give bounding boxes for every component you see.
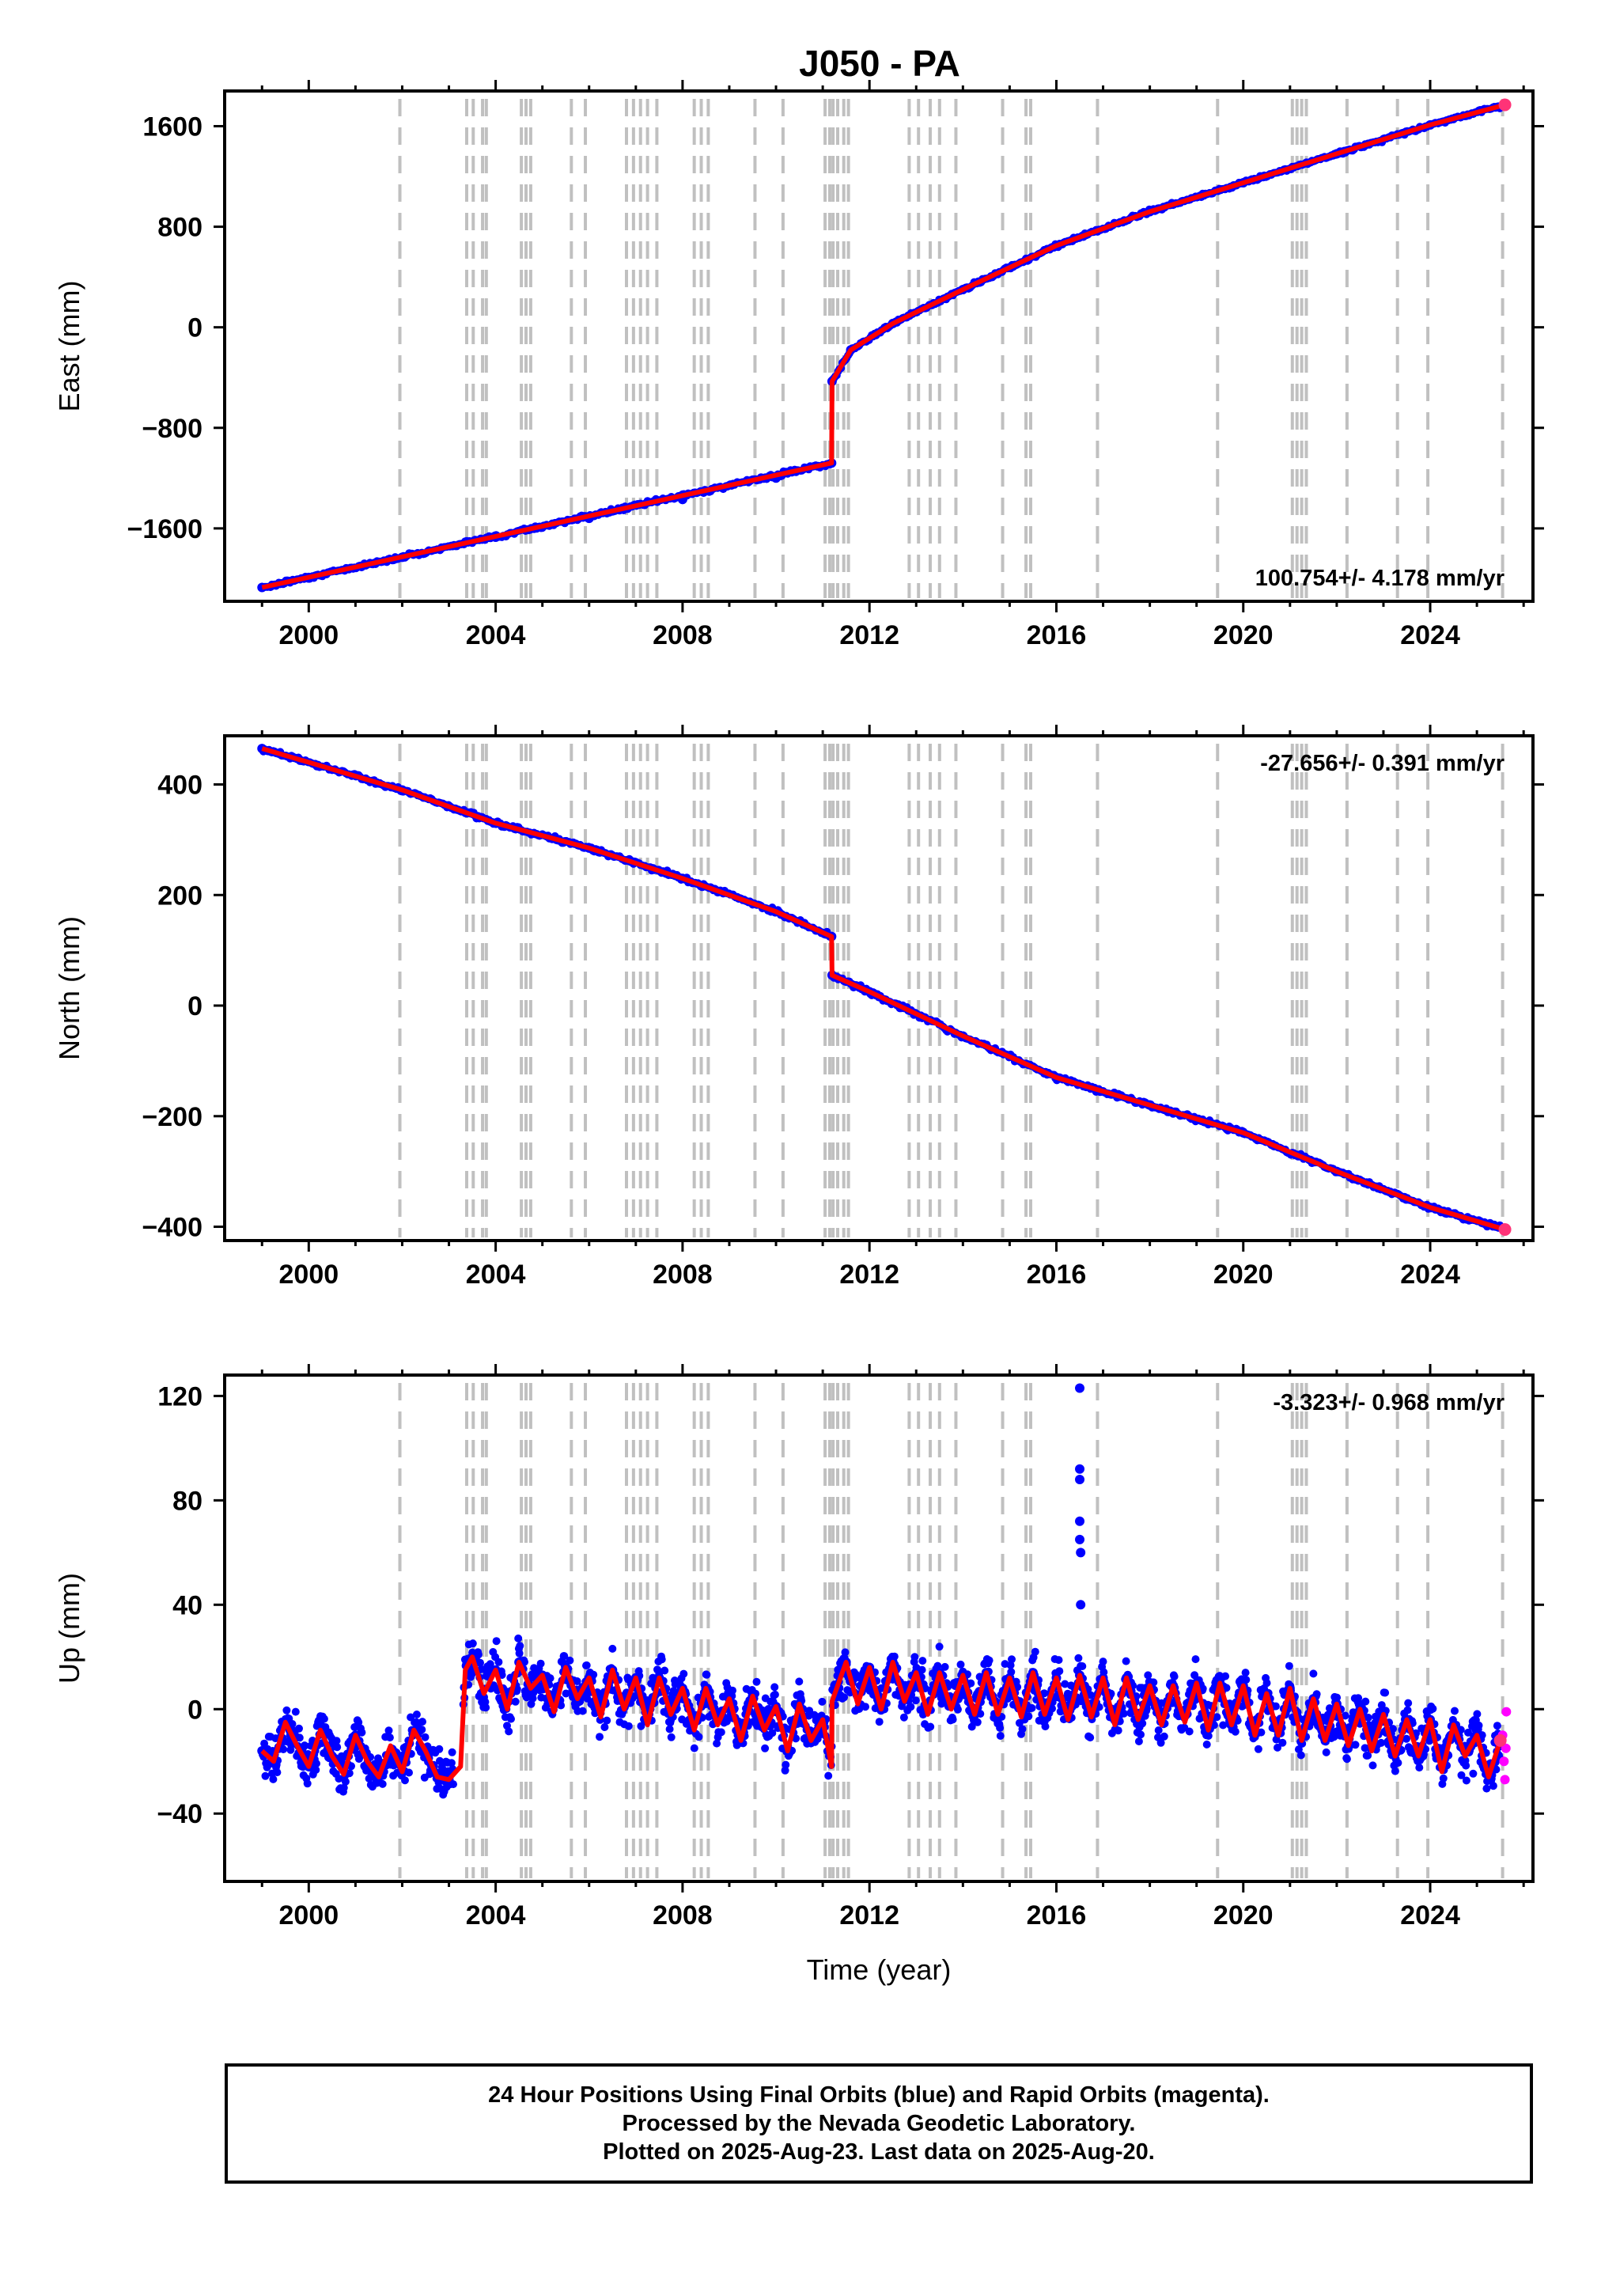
- x-tick-label: 2016: [1027, 1900, 1087, 1930]
- x-tick-label: 2012: [839, 1260, 899, 1290]
- y-tick-label: 120: [157, 1381, 202, 1411]
- plot-frame: [223, 734, 1535, 1242]
- rapid-orbits-point: [1501, 1743, 1511, 1753]
- y-tick-label: −800: [142, 414, 202, 444]
- final-orbits-points: [258, 100, 1508, 592]
- panel-north: 2000 2004 2008 2012 2016 2020 2024 −400 −200 0 200…: [53, 725, 1544, 1290]
- x-tick-label: 2008: [653, 1260, 713, 1290]
- outlier-point: [1075, 1474, 1085, 1484]
- plot-area: [257, 98, 1512, 593]
- x-tick-label: 2016: [1027, 1260, 1087, 1290]
- outlier-point: [1076, 1600, 1086, 1610]
- x-tick-label: 2000: [279, 1900, 339, 1930]
- plot-frame: [223, 89, 1535, 603]
- x-tick-label: 2000: [279, 620, 339, 650]
- outlier-point: [1075, 1464, 1085, 1474]
- outlier-point: [1076, 1548, 1086, 1558]
- y-tick-label: 80: [172, 1486, 202, 1516]
- last-point: [1493, 1733, 1507, 1747]
- x-tick-label: 2024: [1400, 1900, 1460, 1930]
- footer-line-3: Plotted on 2025-Aug-23. Last data on 202…: [603, 2139, 1155, 2165]
- last-point: [1498, 98, 1512, 112]
- rapid-orbits-point: [1499, 1756, 1509, 1767]
- plot-area: [257, 744, 1512, 1237]
- x-tick-label: 2008: [653, 620, 713, 650]
- x-tick-label: 2016: [1027, 620, 1087, 650]
- y-tick-label: 40: [172, 1590, 202, 1620]
- y-tick-label: −1600: [127, 514, 203, 544]
- rapid-orbits-point: [1501, 1707, 1512, 1717]
- y-tick-label: −200: [142, 1102, 202, 1132]
- y-tick-label: 0: [187, 991, 202, 1021]
- outlier-point: [1075, 1534, 1085, 1544]
- x-tick-label: 2024: [1400, 620, 1460, 650]
- y-tick-label: 400: [157, 770, 202, 800]
- y-tick-label: 800: [157, 213, 202, 243]
- x-tick-label: 2020: [1213, 1900, 1274, 1930]
- rate-label: -3.323+/- 0.968 mm/yr: [1273, 1390, 1504, 1415]
- y-tick-label: −400: [142, 1213, 202, 1243]
- y-tick-label: 0: [187, 1695, 202, 1725]
- x-tick-label: 2012: [839, 620, 899, 650]
- rapid-orbits-point: [1500, 1775, 1510, 1785]
- panels: 2000 2004 2008 2012 2016 2020 2024−1600−800080…: [53, 80, 1544, 1986]
- outlier-point: [1075, 1516, 1085, 1526]
- x-tick-label: 2004: [466, 1900, 526, 1930]
- y-axis-label: North (mm): [53, 916, 85, 1060]
- plot-area: [257, 1383, 1512, 1799]
- legend-footer: 24 Hour Positions Using Final Orbits (bl…: [225, 2063, 1533, 2184]
- x-tick-label: 2000: [279, 1260, 339, 1290]
- model-line: [260, 1654, 1503, 1783]
- y-tick-label: 200: [157, 881, 202, 911]
- x-tick-label: 2004: [466, 1260, 526, 1290]
- outlier-point: [1075, 1383, 1085, 1393]
- rate-label: 100.754+/- 4.178 mm/yr: [1255, 566, 1504, 591]
- y-axis-label: Up (mm): [53, 1573, 85, 1684]
- plot-frame: [223, 1373, 1535, 1883]
- x-tick-label: 2004: [466, 620, 526, 650]
- y-tick-label: −40: [157, 1799, 202, 1829]
- x-tick-label: 2024: [1400, 1260, 1460, 1290]
- rate-label: -27.656+/- 0.391 mm/yr: [1260, 751, 1504, 776]
- y-axis-label: East (mm): [53, 281, 85, 412]
- x-tick-label: 2008: [653, 1900, 713, 1930]
- model-line: [261, 746, 1506, 1232]
- panel-east: 2000 2004 2008 2012 2016 2020 2024 −1600 −800 0 80…: [53, 80, 1544, 650]
- x-axis-label: Time (year): [807, 1953, 952, 1986]
- chart-title: J050 - PA: [799, 43, 960, 84]
- panel-up: 2000 2004 2008 2012 2016 2020 2024 −40 0 40 80 120 U…: [53, 1364, 1544, 1986]
- y-tick-label: 1600: [142, 112, 202, 142]
- x-tick-label: 2020: [1213, 1260, 1274, 1290]
- y-tick-label: 0: [187, 313, 202, 343]
- footer-line-1: 24 Hour Positions Using Final Orbits (bl…: [488, 2082, 1270, 2108]
- footer-line-2: Processed by the Nevada Geodetic Laborat…: [622, 2111, 1136, 2136]
- model-line: [261, 102, 1506, 590]
- last-point: [1498, 1223, 1512, 1237]
- x-tick-label: 2012: [839, 1900, 899, 1930]
- final-orbits-points: [258, 744, 1508, 1234]
- x-tick-label: 2020: [1213, 620, 1274, 650]
